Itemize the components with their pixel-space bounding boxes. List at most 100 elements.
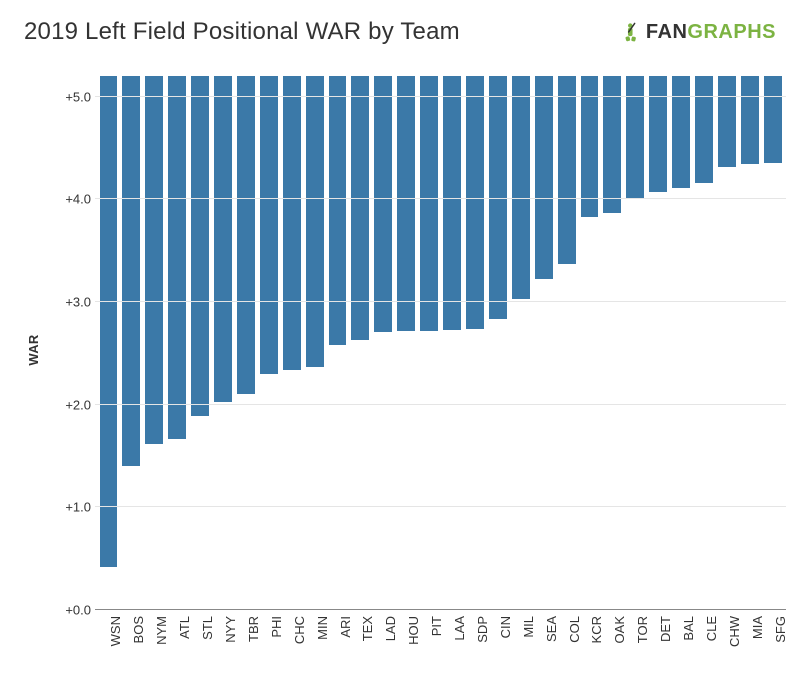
- bar: [122, 76, 140, 466]
- x-tick-column: NYY: [212, 610, 235, 670]
- fangraphs-icon: [622, 21, 644, 43]
- x-tick-column: CIN: [486, 610, 509, 670]
- x-tick-group: WSNBOSNYMATLSTLNYYTBRPHICHCMINARITEXLADH…: [95, 610, 786, 670]
- x-tick-column: BOS: [120, 610, 143, 670]
- bar-column: [693, 76, 716, 610]
- x-tick-column: STL: [189, 610, 212, 670]
- bar-column: [578, 76, 601, 610]
- x-tick-column: MIN: [303, 610, 326, 670]
- x-tick-column: ARI: [326, 610, 349, 670]
- x-tick-column: PHI: [257, 610, 280, 670]
- bar: [260, 76, 278, 374]
- bar: [672, 76, 690, 188]
- x-tick-column: MIL: [509, 610, 532, 670]
- x-tick-column: WSN: [97, 610, 120, 670]
- brand-logo: FANGRAPHS: [622, 21, 776, 44]
- bar: [626, 76, 644, 199]
- bar-column: [715, 76, 738, 610]
- gridline: [95, 301, 786, 302]
- x-tick-column: CHC: [280, 610, 303, 670]
- bar: [100, 76, 118, 567]
- bar-column: [509, 76, 532, 610]
- y-tick-label: +0.0: [57, 603, 91, 618]
- bar-column: [738, 76, 761, 610]
- bar-column: [257, 76, 280, 610]
- y-tick-label: +4.0: [57, 192, 91, 207]
- x-tick-column: KCR: [578, 610, 601, 670]
- bar: [237, 76, 255, 394]
- x-tick-column: TOR: [624, 610, 647, 670]
- gridline: [95, 506, 786, 507]
- bar-column: [555, 76, 578, 610]
- bar: [466, 76, 484, 329]
- bar-column: [189, 76, 212, 610]
- y-axis-label: WAR: [26, 334, 41, 365]
- bar: [420, 76, 438, 331]
- y-tick-label: +3.0: [57, 294, 91, 309]
- bar-column: [624, 76, 647, 610]
- gridline: [95, 198, 786, 199]
- plot-area: WSNBOSNYMATLSTLNYYTBRPHICHCMINARITEXLADH…: [65, 76, 786, 610]
- bar-column: [395, 76, 418, 610]
- x-tick-column: SFG: [761, 610, 784, 670]
- bar: [581, 76, 599, 217]
- bar-column: [464, 76, 487, 610]
- bar: [191, 76, 209, 416]
- bar-column: [372, 76, 395, 610]
- x-tick-column: LAD: [372, 610, 395, 670]
- brand-text-graphs: GRAPHS: [687, 21, 776, 44]
- bar: [306, 76, 324, 367]
- y-tick-label: +5.0: [57, 89, 91, 104]
- x-tick-column: NYM: [143, 610, 166, 670]
- bar-column: [349, 76, 372, 610]
- x-tick-label: SFG: [773, 616, 788, 643]
- bar: [374, 76, 392, 332]
- bar: [558, 76, 576, 264]
- bar-column: [486, 76, 509, 610]
- bar: [397, 76, 415, 331]
- x-tick-column: COL: [555, 610, 578, 670]
- bar: [512, 76, 530, 299]
- bar: [718, 76, 736, 167]
- x-tick-column: CHW: [715, 610, 738, 670]
- x-tick-column: HOU: [395, 610, 418, 670]
- bar-column: [418, 76, 441, 610]
- bar: [764, 76, 782, 163]
- chart-title: 2019 Left Field Positional WAR by Team: [24, 18, 460, 46]
- x-tick-column: TEX: [349, 610, 372, 670]
- bar-column: [234, 76, 257, 610]
- bar-column: [120, 76, 143, 610]
- brand-text-fan: FAN: [646, 21, 688, 44]
- chart-container: 2019 Left Field Positional WAR by Team F…: [0, 0, 800, 700]
- bar-column: [601, 76, 624, 610]
- bar-column: [166, 76, 189, 610]
- bar-column: [303, 76, 326, 610]
- bar: [649, 76, 667, 192]
- chart-area: WSNBOSNYMATLSTLNYYTBRPHICHCMINARITEXLADH…: [65, 76, 786, 610]
- bar-column: [761, 76, 784, 610]
- x-tick-column: DET: [647, 610, 670, 670]
- bar: [283, 76, 301, 370]
- x-tick-column: CLE: [693, 610, 716, 670]
- x-tick-column: LAA: [441, 610, 464, 670]
- bars-group: [95, 76, 786, 610]
- bar: [535, 76, 553, 279]
- gridline: [95, 96, 786, 97]
- bar: [741, 76, 759, 164]
- x-tick-column: SDP: [464, 610, 487, 670]
- y-tick-label: +1.0: [57, 500, 91, 515]
- bar: [443, 76, 461, 330]
- header: 2019 Left Field Positional WAR by Team F…: [0, 18, 800, 46]
- x-tick-column: MIA: [738, 610, 761, 670]
- gridline: [95, 404, 786, 405]
- x-tick-column: PIT: [418, 610, 441, 670]
- x-tick-column: OAK: [601, 610, 624, 670]
- x-tick-column: TBR: [234, 610, 257, 670]
- bar-column: [326, 76, 349, 610]
- y-tick-label: +2.0: [57, 397, 91, 412]
- x-tick-column: SEA: [532, 610, 555, 670]
- bar: [329, 76, 347, 345]
- bar: [214, 76, 232, 402]
- bar-column: [143, 76, 166, 610]
- bar-column: [532, 76, 555, 610]
